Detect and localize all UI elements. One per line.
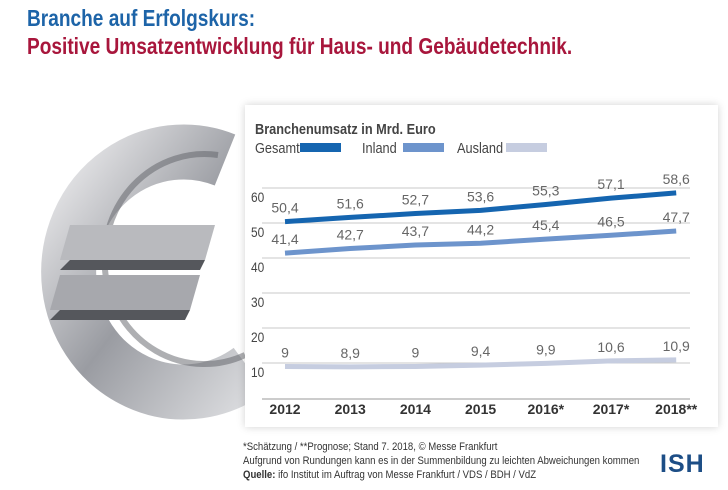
data-label: 44,2	[467, 221, 494, 237]
data-label: 51,6	[337, 195, 364, 211]
source-text: ifo Institut im Auftrag von Messe Frankf…	[275, 469, 537, 481]
data-label: 45,4	[532, 217, 559, 233]
data-label: 8,9	[340, 345, 360, 361]
subheadline: Positive Umsatzentwicklung für Haus- und…	[27, 33, 573, 59]
y-tick-label: 60	[251, 189, 264, 205]
data-label: 58,6	[663, 171, 690, 187]
data-label: 41,4	[271, 231, 298, 247]
y-tick-label: 40	[251, 259, 264, 275]
x-tick-label: 2018**	[655, 401, 698, 417]
footnote-rounding: Aufgrund von Rundungen kann es in der Su…	[243, 455, 640, 467]
euro-symbol-image	[41, 124, 267, 420]
series-line-inland	[284, 228, 677, 256]
data-label: 55,3	[532, 182, 559, 198]
x-tick-label: 2017*	[593, 401, 630, 417]
data-label: 46,5	[597, 213, 624, 229]
source-label: Quelle:	[243, 469, 276, 481]
legend-label-ausland: Ausland	[457, 140, 504, 157]
y-tick-label: 50	[251, 224, 264, 240]
y-tick-label: 20	[251, 329, 264, 345]
y-tick-label: 30	[251, 294, 264, 310]
data-label: 57,1	[597, 176, 624, 192]
data-label: 50,4	[271, 200, 298, 216]
x-tick-label: 2015	[465, 401, 496, 417]
legend-swatch-gesamt	[300, 143, 341, 152]
x-tick-label: 2013	[335, 401, 366, 417]
x-tick-label: 2012	[269, 401, 300, 417]
data-label: 42,7	[337, 227, 364, 243]
data-label: 53,6	[467, 188, 494, 204]
x-tick-label: 2014	[400, 401, 431, 417]
legend-swatch-inland	[403, 143, 444, 152]
x-tick-label: 2016*	[528, 401, 565, 417]
data-label: 47,7	[663, 209, 690, 225]
data-label: 10,9	[663, 338, 690, 354]
data-label: 52,7	[402, 192, 429, 208]
legend-label-inland: Inland	[362, 140, 397, 157]
footnote-source: Quelle: ifo Institut im Auftrag von Mess…	[243, 469, 536, 481]
data-label: 10,6	[597, 339, 624, 355]
chart-card	[245, 105, 718, 427]
legend-label-gesamt: Gesamt	[255, 140, 300, 157]
legend-swatch-ausland	[506, 143, 547, 152]
series-line-gesamt	[284, 190, 677, 225]
data-label: 9,9	[536, 341, 556, 357]
data-label: 9,4	[471, 343, 491, 359]
footnote-estimate: *Schätzung / **Prognose; Stand 7. 2018, …	[243, 441, 498, 453]
headline: Branche auf Erfolgskurs:	[27, 5, 256, 31]
chart-title: Branchenumsatz in Mrd. Euro	[255, 121, 436, 138]
data-label: 43,7	[402, 223, 429, 239]
ish-logo: ISH	[660, 450, 705, 478]
data-label: 9	[281, 345, 289, 361]
y-tick-label: 10	[251, 364, 264, 380]
series-line-ausland	[284, 357, 677, 370]
data-label: 9	[412, 345, 420, 361]
